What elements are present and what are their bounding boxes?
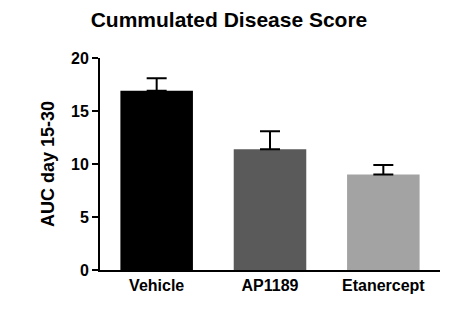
svg-text:Cummulated Disease Score: Cummulated Disease Score — [91, 8, 368, 31]
svg-text:Vehicle: Vehicle — [129, 277, 184, 294]
svg-text:AP1189: AP1189 — [242, 277, 299, 294]
svg-text:15: 15 — [71, 103, 89, 120]
svg-text:Etanercept: Etanercept — [342, 277, 425, 294]
svg-text:0: 0 — [80, 262, 89, 279]
svg-text:AUC day 15-30: AUC day 15-30 — [38, 101, 58, 227]
svg-text:10: 10 — [71, 156, 89, 173]
svg-text:5: 5 — [80, 209, 89, 226]
svg-text:20: 20 — [71, 50, 89, 67]
